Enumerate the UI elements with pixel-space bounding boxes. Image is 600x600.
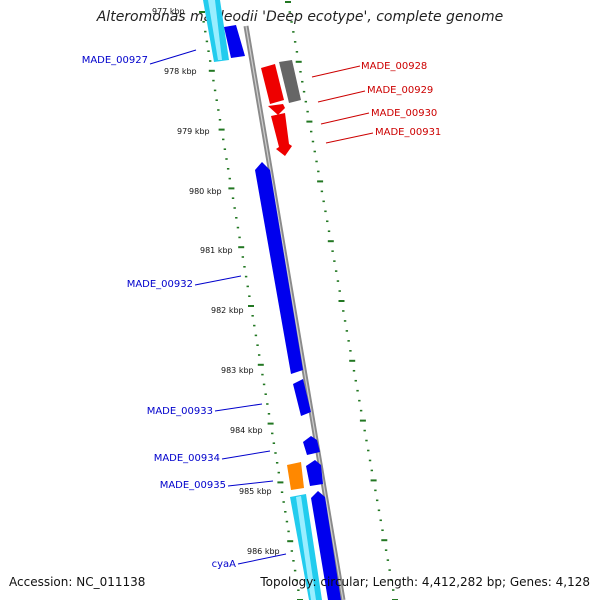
accession-text: Accession: NC_011138 (9, 575, 146, 589)
right-leader-lines (311, 65, 374, 144)
kbp-label-983: 983 kbp (221, 366, 254, 375)
kbp-label-978: 978 kbp (164, 67, 197, 76)
gene-label-made-00933[interactable]: MADE_00933 (147, 406, 213, 417)
gene-made-00926-highlight (208, 0, 222, 60)
gene-label-made-00927[interactable]: MADE_00927 (82, 55, 148, 66)
gene-made-00929[interactable] (279, 60, 301, 103)
leader-made-00928 (311, 65, 361, 78)
gene-label-made-00931[interactable]: MADE_00931 (375, 127, 441, 138)
gene-label-made-00928[interactable]: MADE_00928 (361, 61, 427, 72)
leader-made-00929 (317, 90, 366, 103)
ruler-right (285, 1, 398, 600)
gene-label-made-00935[interactable]: MADE_00935 (160, 480, 226, 491)
genome-summary-text: Topology: circular; Length: 4,412,282 bp… (260, 575, 590, 589)
gene-made-00932[interactable] (255, 162, 303, 374)
leader-made-00927 (149, 49, 197, 65)
kbp-label-982: 982 kbp (211, 306, 244, 315)
gene-label-made-00934[interactable]: MADE_00934 (154, 453, 220, 464)
kbp-label-979: 979 kbp (177, 127, 210, 136)
kbp-label-977: 977 kbp (152, 7, 185, 16)
map-title: Alteromonas macleodii 'Deep ecotype', co… (96, 9, 504, 25)
leader-made-00932 (194, 275, 242, 286)
gene-made-00934[interactable] (303, 436, 320, 455)
gene-made-00931[interactable] (271, 113, 292, 156)
gene-orange-feature[interactable] (287, 462, 304, 490)
leader-cyaA (237, 553, 287, 565)
leader-made-00931 (325, 132, 374, 144)
gene-label-made-00930[interactable]: MADE_00930 (371, 108, 437, 119)
kbp-label-984: 984 kbp (230, 426, 263, 435)
leader-made-00933 (214, 403, 263, 412)
kbp-label-980: 980 kbp (189, 187, 222, 196)
gene-made-00930[interactable] (268, 104, 285, 115)
gene-made-00928[interactable] (261, 64, 284, 104)
kbp-label-981: 981 kbp (200, 246, 233, 255)
gene-cyaA[interactable] (311, 491, 341, 600)
left-leader-lines (149, 49, 287, 565)
leader-made-00935 (227, 480, 274, 487)
gene-made-00927[interactable] (224, 25, 245, 58)
gene-cyaA-highlight (296, 496, 316, 600)
kbp-label-986: 986 kbp (247, 547, 280, 556)
backbone (243, 25, 346, 600)
gene-made-00935[interactable] (306, 460, 323, 486)
leader-made-00934 (221, 450, 271, 460)
gene-features (203, 0, 341, 600)
gene-label-made-00929[interactable]: MADE_00929 (367, 85, 433, 96)
kbp-label-985: 985 kbp (239, 487, 272, 496)
ruler-left (199, 11, 303, 600)
gene-made-00933[interactable] (293, 379, 311, 416)
leader-made-00930 (320, 112, 370, 125)
gene-label-cyaA[interactable]: cyaA (212, 559, 237, 570)
gene-label-made-00932[interactable]: MADE_00932 (127, 279, 193, 290)
